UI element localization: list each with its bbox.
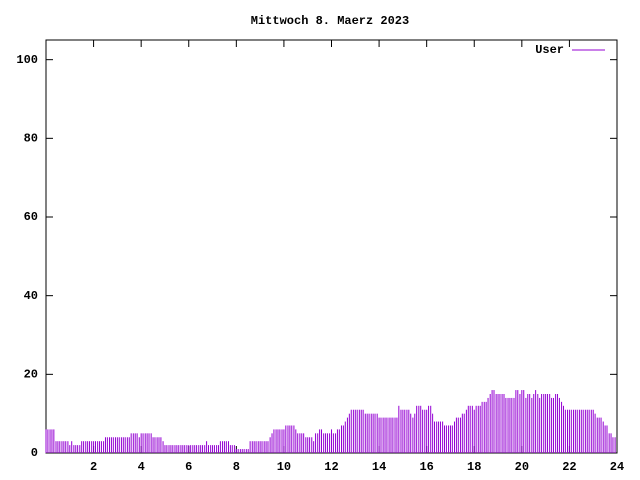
legend-label: User: [535, 43, 564, 57]
x-tick-label: 8: [233, 460, 240, 474]
x-tick-label: 18: [467, 460, 481, 474]
x-tick-label: 6: [185, 460, 192, 474]
x-tick-label: 14: [372, 460, 386, 474]
x-tick-label: 16: [419, 460, 433, 474]
y-tick-label: 0: [31, 446, 38, 460]
x-tick-label: 24: [610, 460, 624, 474]
x-tick-label: 20: [515, 460, 529, 474]
x-tick-label: 22: [562, 460, 576, 474]
y-tick-label: 80: [24, 132, 38, 146]
x-tick-label: 10: [277, 460, 291, 474]
y-tick-label: 20: [24, 368, 38, 382]
x-tick-label: 4: [138, 460, 145, 474]
y-tick-label: 100: [16, 53, 38, 67]
chart-title: Mittwoch 8. Maerz 2023: [251, 14, 409, 28]
y-tick-label: 60: [24, 210, 38, 224]
y-tick-label: 40: [24, 289, 38, 303]
x-tick-label: 12: [324, 460, 338, 474]
x-tick-label: 2: [90, 460, 97, 474]
